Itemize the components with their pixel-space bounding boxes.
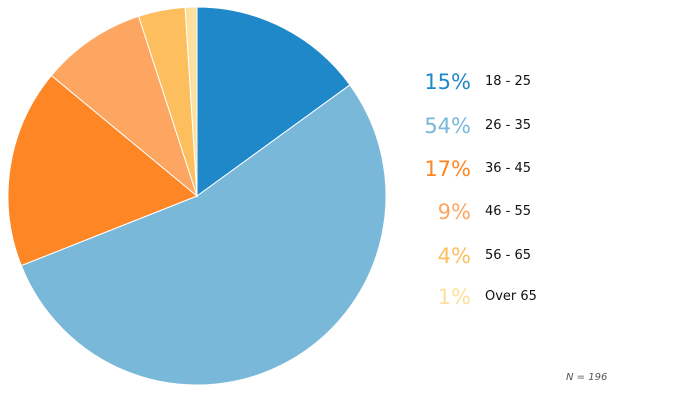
legend: 15% 18 - 25 54% 26 - 35 17% 36 - 45 9% 46 - 55 4… <box>410 0 660 330</box>
legend-percent-56-65: 4% <box>437 244 471 268</box>
pie-slice-18-25 <box>196 6 351 197</box>
legend-item-36-45: 17% 36 - 45 <box>410 154 660 184</box>
legend-label-36-45: 36 - 45 <box>485 161 532 176</box>
legend-item-56-65: 4% 56 - 65 <box>410 241 660 271</box>
legend-label-26-35: 26 - 35 <box>485 118 532 133</box>
pie-slice-36-45 <box>7 74 198 267</box>
legend-item-18-25: 15% 18 - 25 <box>410 67 660 97</box>
pie-slices <box>7 6 387 386</box>
legend-item-26-35: 54% 26 - 35 <box>410 111 660 141</box>
sample-size-note: N = 196 <box>566 372 608 383</box>
legend-percent-over-65: 1% <box>437 285 471 309</box>
pie-slice-26-35 <box>20 84 387 386</box>
legend-percent-18-25: 15% <box>424 70 471 94</box>
legend-item-over-65: 1% Over 65 <box>410 282 660 312</box>
legend-label-56-65: 56 - 65 <box>485 248 532 263</box>
legend-percent-26-35: 54% <box>424 114 471 138</box>
legend-percent-46-55: 9% <box>437 200 471 224</box>
pie-slice-46-55 <box>50 15 199 198</box>
legend-label-46-55: 46 - 55 <box>485 204 532 219</box>
legend-label-18-25: 18 - 25 <box>485 74 532 89</box>
pie-slice-over-65 <box>184 6 198 197</box>
legend-label-over-65: Over 65 <box>485 289 537 304</box>
legend-item-46-55: 9% 46 - 55 <box>410 197 660 227</box>
legend-percent-36-45: 17% <box>424 157 471 181</box>
